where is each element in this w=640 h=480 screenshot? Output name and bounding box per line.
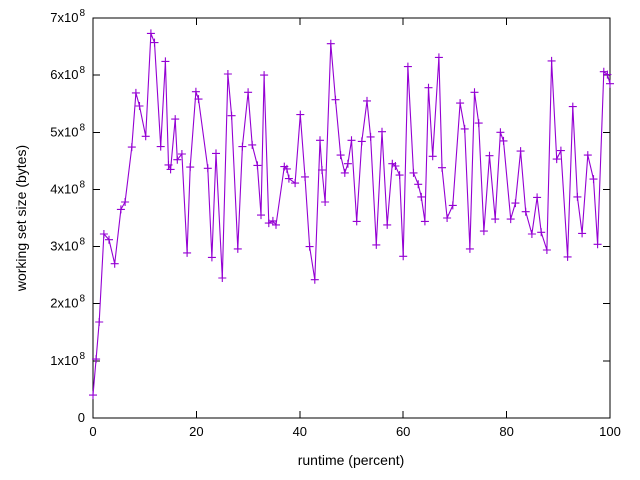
x-tick-label: 60 <box>396 424 410 439</box>
x-axis-title: runtime (percent) <box>297 452 405 468</box>
plot-border <box>92 17 611 419</box>
x-tick-label: 0 <box>89 424 96 439</box>
x-tick-label: 20 <box>189 424 203 439</box>
data-line <box>92 33 611 396</box>
x-tick-label: 80 <box>499 424 513 439</box>
y-tick-label: 6x108 <box>50 65 85 82</box>
y-tick-label: 1x108 <box>50 351 85 368</box>
y-tick-label: 4x108 <box>50 179 85 196</box>
data-point-markers <box>89 29 614 400</box>
y-tick-label: 5x108 <box>50 122 85 139</box>
y-tick-label: 2x108 <box>50 294 85 311</box>
y-tick-label: 0 <box>78 410 85 425</box>
x-tick-label: 40 <box>293 424 307 439</box>
y-axis-title: working set size (bytes) <box>13 144 29 292</box>
y-tick-label: 3x108 <box>50 237 85 254</box>
y-tick-label: 7x108 <box>50 8 85 25</box>
x-tick-label: 100 <box>599 424 621 439</box>
